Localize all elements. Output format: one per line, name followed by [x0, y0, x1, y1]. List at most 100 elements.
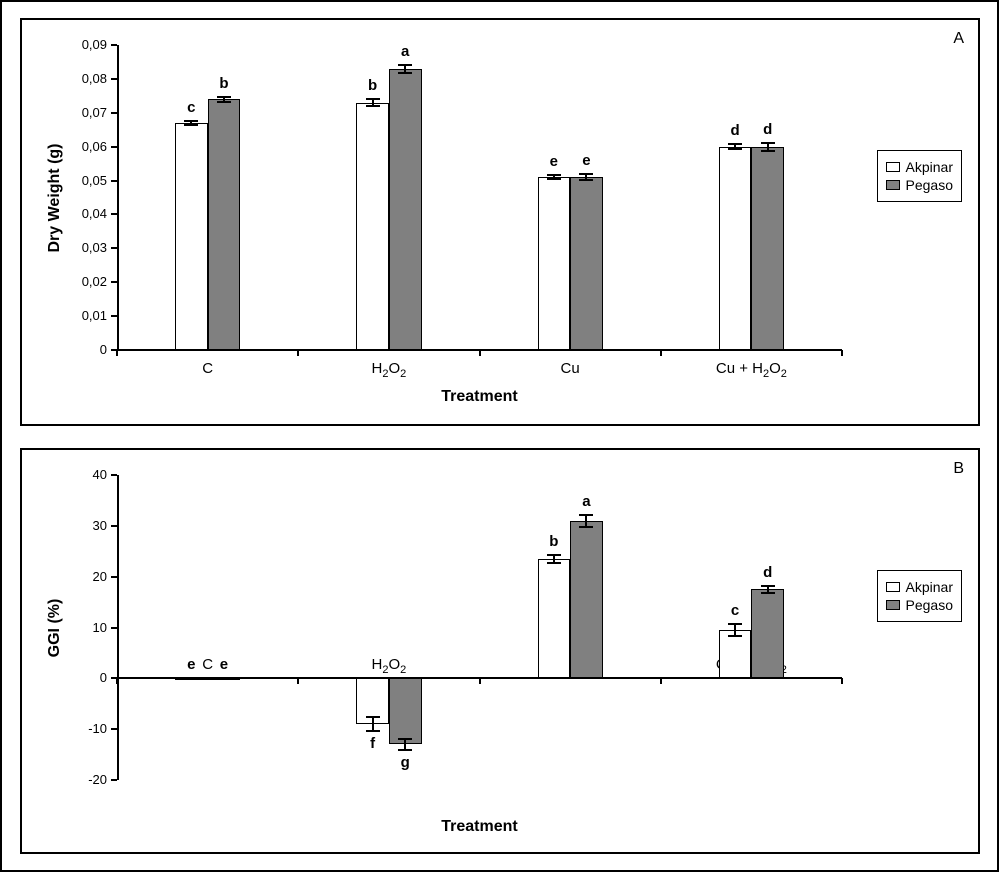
bar [389, 69, 422, 350]
ytick-mark [111, 180, 117, 182]
category-label: C [202, 360, 213, 377]
legend-swatch [886, 582, 900, 592]
error-cap [398, 738, 412, 740]
stat-letter: d [763, 121, 772, 138]
error-cap [366, 730, 380, 732]
ytick-label: -20 [47, 772, 107, 787]
category-label: Cu [561, 360, 580, 377]
y-axis-label: GGI (%) [46, 598, 64, 657]
ytick-label: 0,08 [47, 71, 107, 86]
panel-b: B -20-10010203040GGI (%)CH2O2CuCu + H2O2… [20, 448, 980, 854]
error-bar [372, 717, 374, 731]
bar [389, 678, 422, 744]
bar [751, 589, 784, 678]
y-axis [117, 45, 119, 350]
bar [208, 99, 241, 350]
x-axis-label: Treatment [441, 818, 517, 836]
legend-swatch [886, 162, 900, 172]
stat-letter: d [763, 564, 772, 581]
error-cap [217, 101, 231, 103]
ytick-mark [111, 576, 117, 578]
stat-letter: b [219, 75, 228, 92]
error-cap [579, 179, 593, 181]
ytick-mark [111, 627, 117, 629]
xtick-mark [297, 350, 299, 356]
error-cap [547, 562, 561, 564]
panel-a: A 00,010,020,030,040,050,060,070,080,09D… [20, 18, 980, 426]
ytick-mark [111, 146, 117, 148]
y-axis [117, 475, 119, 780]
bar [751, 147, 784, 350]
ytick-label: 0,02 [47, 274, 107, 289]
error-cap [761, 142, 775, 144]
ytick-label: 0,07 [47, 105, 107, 120]
chart-area: 00,010,020,030,040,050,060,070,080,09Dry… [117, 45, 842, 350]
error-cap [547, 178, 561, 180]
bar [208, 678, 241, 680]
legend-item: Akpinar [886, 579, 953, 595]
legend: Akpinar Pegaso [877, 150, 962, 202]
ytick-label: 40 [47, 467, 107, 482]
error-cap [366, 716, 380, 718]
bar [356, 103, 389, 350]
legend: Akpinar Pegaso [877, 570, 962, 622]
error-cap [761, 150, 775, 152]
xtick-mark [660, 350, 662, 356]
legend-swatch [886, 600, 900, 610]
ytick-mark [111, 474, 117, 476]
legend-item: Akpinar [886, 159, 953, 175]
error-cap [579, 514, 593, 516]
error-cap [366, 98, 380, 100]
xtick-mark [660, 678, 662, 684]
bar [719, 630, 752, 678]
legend-item: Pegaso [886, 177, 953, 193]
legend-item: Pegaso [886, 597, 953, 613]
error-cap [398, 64, 412, 66]
ytick-label: 20 [47, 569, 107, 584]
ytick-mark [111, 78, 117, 80]
stat-letter: b [549, 533, 558, 550]
stat-letter: c [731, 602, 739, 619]
panel-letter-a: A [953, 30, 964, 48]
xtick-mark [479, 678, 481, 684]
error-cap [184, 120, 198, 122]
bar [175, 678, 208, 680]
legend-label: Pegaso [906, 597, 953, 613]
ytick-label: 0 [47, 670, 107, 685]
error-cap [728, 635, 742, 637]
bar [538, 559, 571, 678]
xtick-mark [297, 678, 299, 684]
error-cap [579, 526, 593, 528]
xtick-mark [841, 350, 843, 356]
ytick-mark [111, 728, 117, 730]
bar [538, 177, 571, 350]
xtick-mark [116, 350, 118, 356]
error-cap [547, 174, 561, 176]
bar [175, 123, 208, 350]
stat-letter: e [220, 656, 228, 673]
stat-letter: e [550, 153, 558, 170]
error-cap [547, 554, 561, 556]
stat-letter: a [401, 43, 409, 60]
bar [570, 177, 603, 350]
stat-letter: f [370, 735, 375, 752]
stat-letter: e [187, 656, 195, 673]
error-cap [184, 124, 198, 126]
stat-letter: g [401, 754, 410, 771]
error-cap [217, 96, 231, 98]
stat-letter: b [368, 77, 377, 94]
error-cap [579, 173, 593, 175]
error-cap [398, 749, 412, 751]
ytick-mark [111, 525, 117, 527]
figure: A 00,010,020,030,040,050,060,070,080,09D… [0, 0, 999, 872]
ytick-label: 0,01 [47, 308, 107, 323]
legend-label: Akpinar [906, 159, 953, 175]
error-cap [728, 143, 742, 145]
ytick-mark [111, 112, 117, 114]
chart-area: -20-10010203040GGI (%)CH2O2CuCu + H2O2Tr… [117, 475, 842, 780]
xtick-mark [116, 678, 118, 684]
ytick-label: 0 [47, 342, 107, 357]
error-cap [761, 585, 775, 587]
ytick-mark [111, 247, 117, 249]
panel-letter-b: B [953, 460, 964, 478]
